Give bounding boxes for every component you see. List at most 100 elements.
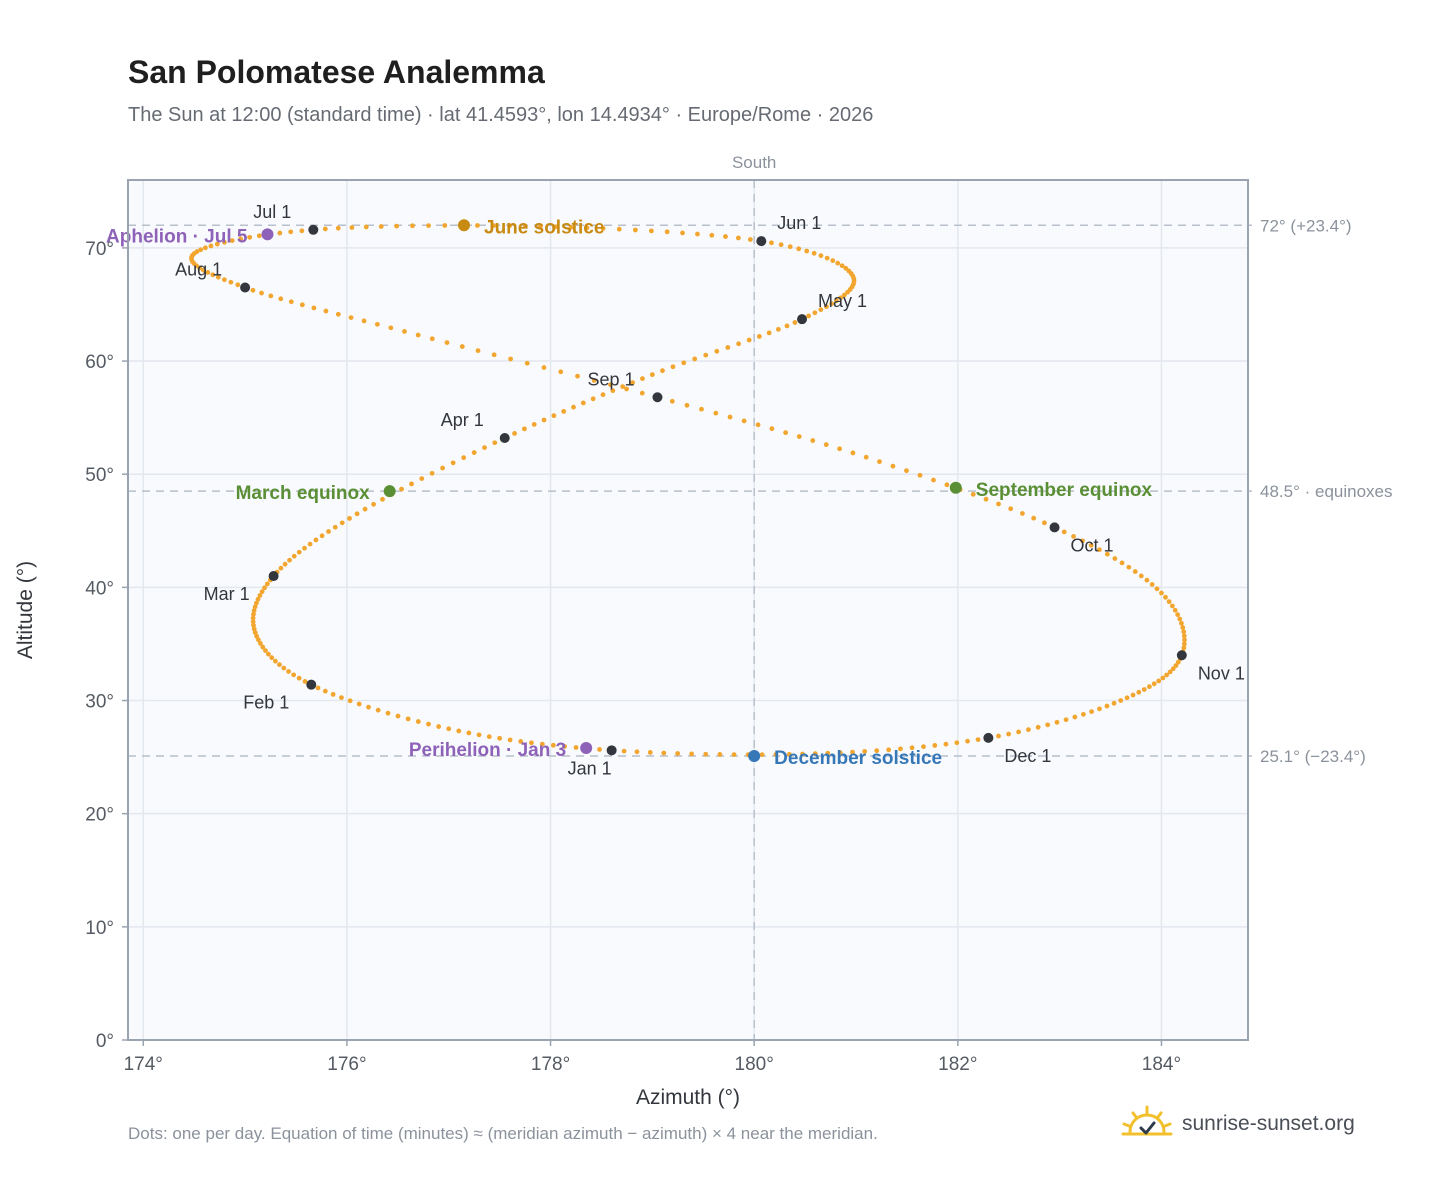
daily-dot — [769, 426, 775, 432]
daily-dot — [507, 737, 513, 743]
daily-dot — [689, 751, 695, 757]
daily-dot — [703, 352, 709, 358]
daily-dot — [1126, 564, 1132, 570]
daily-dot — [571, 404, 576, 410]
daily-dot — [497, 735, 503, 741]
daily-dot — [621, 748, 627, 754]
daily-dot — [268, 293, 274, 299]
daily-dot — [446, 726, 452, 732]
daily-dot — [632, 227, 638, 233]
daily-dot — [1138, 573, 1144, 579]
daily-dot — [709, 232, 715, 238]
x-tick-label: 184° — [1142, 1054, 1181, 1075]
footnote: Dots: one per day. Equation of time (min… — [128, 1124, 878, 1143]
daily-dot — [405, 716, 411, 722]
x-tick-label: 176° — [327, 1054, 366, 1075]
brand-name[interactable]: sunrise-sunset.org — [1182, 1112, 1355, 1135]
special-point — [949, 481, 962, 494]
daily-dot — [680, 230, 685, 236]
daily-dot — [1154, 586, 1160, 592]
daily-dot — [461, 455, 467, 461]
daily-dot — [302, 545, 307, 551]
daily-dot — [1170, 666, 1176, 672]
daily-dot — [466, 730, 472, 736]
brand[interactable]: sunrise-sunset.org — [1120, 1102, 1355, 1146]
x-tick-label: 180° — [735, 1054, 774, 1075]
analemma-curve — [189, 223, 1187, 758]
daily-dot — [1072, 714, 1078, 720]
daily-dot — [524, 360, 530, 366]
daily-dot — [450, 460, 456, 466]
special-point-label: September equinox — [976, 480, 1153, 501]
daily-dot — [1144, 577, 1150, 583]
daily-dot — [725, 345, 731, 350]
daily-dot — [1175, 659, 1181, 665]
daily-dot — [1026, 727, 1031, 733]
daily-dot — [684, 402, 690, 408]
special-point — [458, 219, 470, 232]
daily-dot — [197, 265, 202, 271]
daily-dot — [471, 450, 477, 455]
daily-dot — [775, 326, 781, 332]
daily-dot — [539, 741, 545, 747]
daily-dot — [921, 744, 926, 750]
daily-dot — [1159, 590, 1164, 596]
x-axis-label: Azimuth (°) — [636, 1086, 740, 1109]
month-point — [240, 282, 251, 293]
daily-dot — [735, 235, 741, 241]
daily-dot — [909, 745, 915, 751]
daily-dot — [756, 334, 762, 339]
month-point — [606, 745, 617, 756]
daily-dot — [591, 378, 597, 383]
daily-dot — [996, 501, 1001, 507]
daily-dot — [459, 344, 465, 349]
daily-dot — [723, 234, 728, 239]
daily-dot — [440, 465, 445, 471]
daily-dot — [681, 360, 687, 366]
daily-dot — [198, 247, 204, 253]
daily-dot — [444, 340, 450, 346]
daily-dot — [1080, 538, 1085, 544]
daily-dot — [648, 228, 654, 234]
daily-dot — [252, 630, 258, 636]
daily-dot — [375, 707, 381, 713]
daily-dot — [713, 410, 719, 416]
daily-dot — [269, 655, 275, 661]
daily-dot — [597, 747, 602, 752]
month-point — [308, 224, 319, 235]
daily-dot — [257, 593, 263, 598]
month-label: Nov 1 — [1198, 663, 1245, 683]
daily-dot — [330, 691, 336, 697]
daily-dot — [931, 477, 936, 483]
daily-dot — [620, 384, 626, 389]
daily-dot — [399, 486, 404, 492]
daily-dot — [288, 299, 294, 305]
special-point — [383, 485, 396, 498]
daily-dot — [983, 496, 989, 502]
daily-dot — [1151, 681, 1157, 687]
daily-dot — [944, 482, 950, 488]
daily-dot — [996, 733, 1001, 739]
daily-dot — [339, 695, 344, 701]
daily-dot — [783, 430, 789, 436]
daily-dot — [1167, 669, 1173, 675]
daily-dot — [573, 745, 579, 750]
daily-dot — [202, 245, 208, 251]
daily-dot — [829, 301, 835, 307]
daily-dot — [476, 732, 482, 738]
daily-dot — [238, 236, 244, 242]
daily-dot — [838, 295, 844, 301]
daily-dot — [1132, 569, 1138, 574]
daily-dot — [669, 398, 675, 404]
daily-dot — [824, 255, 830, 261]
daily-dot — [354, 511, 360, 517]
daily-dot — [1175, 612, 1181, 618]
daily-dot — [661, 750, 667, 756]
daily-dot — [302, 679, 308, 684]
special-point-label: Perihelion · Jan 3 — [409, 740, 566, 761]
y-tick-label: 20° — [85, 805, 114, 826]
y-tick-label: 40° — [85, 578, 114, 599]
daily-dot — [634, 749, 640, 755]
daily-dot — [492, 440, 498, 446]
